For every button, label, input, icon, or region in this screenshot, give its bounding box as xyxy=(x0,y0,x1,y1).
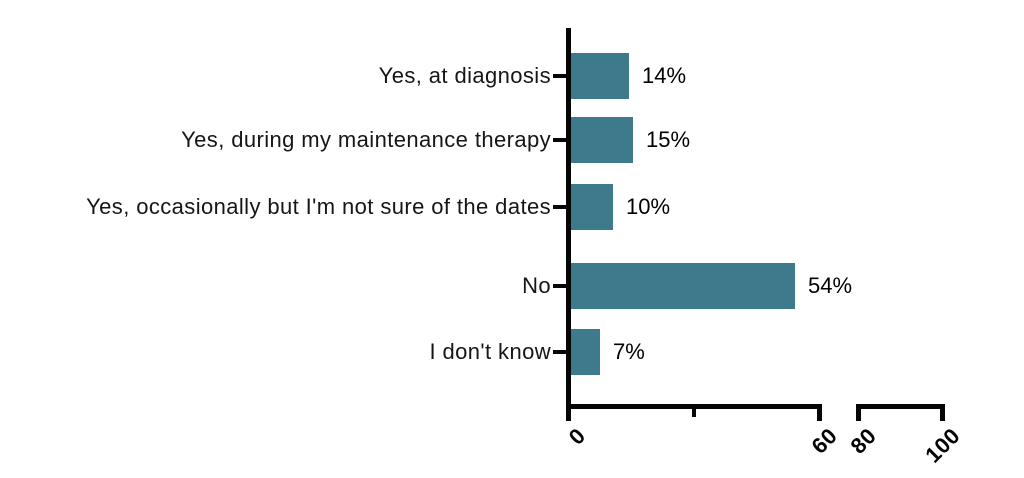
category-tick xyxy=(553,74,566,78)
value-label: 14% xyxy=(642,63,687,88)
category-label: Yes, at diagnosis xyxy=(378,63,551,88)
category-label: No xyxy=(522,273,551,298)
category-label: Yes, during my maintenance therapy xyxy=(181,127,551,152)
value-label: 54% xyxy=(808,273,853,298)
category-label: I don't know xyxy=(429,339,551,364)
x-axis-tick xyxy=(566,404,571,421)
x-tick-label: 80 xyxy=(844,423,881,459)
x-tick-label: 0 xyxy=(563,423,591,450)
x-axis-minor-tick xyxy=(692,404,696,417)
bar xyxy=(571,53,629,99)
bar xyxy=(571,329,600,375)
value-label: 15% xyxy=(646,127,691,152)
x-tick-label: 100 xyxy=(919,423,965,468)
x-axis-line-segment xyxy=(856,404,945,409)
category-tick xyxy=(553,205,566,209)
value-label: 7% xyxy=(613,339,645,364)
x-axis-tick xyxy=(940,404,945,421)
x-tick-label: 60 xyxy=(805,423,842,459)
category-tick xyxy=(553,350,566,354)
category-tick xyxy=(553,284,566,288)
category-tick xyxy=(553,138,566,142)
category-label: Yes, occasionally but I'm not sure of th… xyxy=(86,194,551,219)
bar xyxy=(571,117,633,163)
x-axis-tick xyxy=(817,404,822,421)
y-axis-line xyxy=(566,28,571,409)
bar xyxy=(571,184,613,230)
value-label: 10% xyxy=(626,194,671,219)
x-axis-tick xyxy=(856,404,861,421)
bar xyxy=(571,263,795,309)
